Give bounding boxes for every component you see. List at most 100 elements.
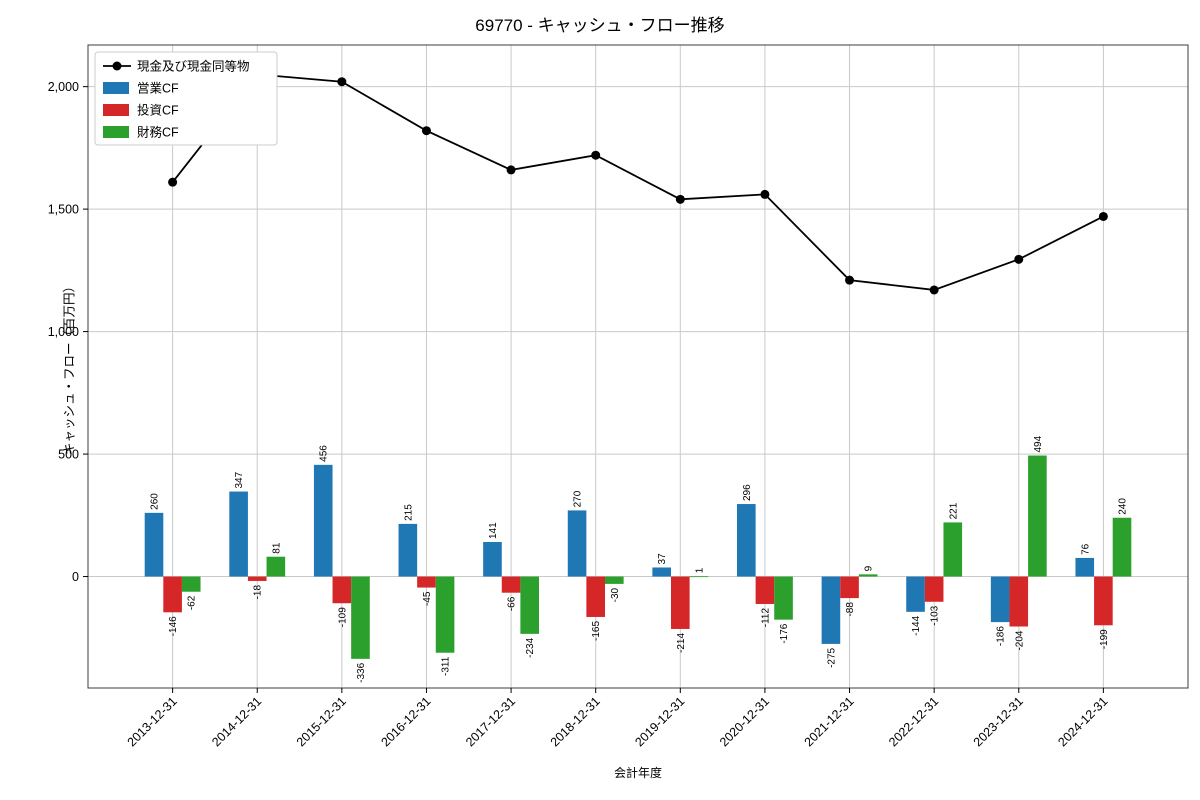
x-tick-label: 2023-12-31 — [971, 694, 1026, 749]
bar-value-label: 9 — [864, 565, 875, 571]
legend-label: 営業CF — [137, 81, 179, 96]
x-axis-label: 会計年度 — [613, 766, 662, 780]
bar-value-label: -30 — [610, 587, 621, 602]
bar — [671, 576, 690, 629]
bar-value-label: 494 — [1033, 435, 1044, 452]
bar-value-label: 81 — [271, 542, 282, 554]
x-tick-label: 2014-12-31 — [209, 694, 264, 749]
bar-value-label: -186 — [996, 626, 1007, 646]
bar-value-label: -204 — [1014, 630, 1025, 650]
bar — [332, 576, 352, 604]
bar-value-label: 215 — [403, 504, 414, 521]
y-tick-label: 0 — [72, 570, 79, 584]
bar-value-label: -45 — [422, 591, 433, 606]
bar-value-label: -199 — [1099, 629, 1110, 649]
cash-line-marker — [1014, 254, 1024, 264]
bar-value-label: -311 — [441, 656, 452, 676]
bar-value-label: 296 — [742, 484, 753, 501]
bar — [435, 576, 455, 653]
bar — [163, 576, 182, 613]
x-tick-label: 2024-12-31 — [1055, 694, 1110, 749]
x-tick-label: 2013-12-31 — [125, 694, 180, 749]
legend-color-swatch — [103, 104, 129, 116]
cash-line-marker — [591, 150, 601, 160]
bar — [943, 522, 963, 577]
bar — [1009, 576, 1029, 627]
plot-frame — [87, 44, 1189, 689]
bar-value-label: 37 — [657, 553, 668, 565]
cash-line-marker — [421, 126, 431, 136]
bar-value-label: -112 — [760, 608, 771, 628]
bar-series: -62 81 -336 -311 -234 -30 1 -176 9 221 494 240 — [181, 435, 1132, 683]
cash-line — [171, 73, 1104, 291]
bar — [586, 576, 605, 617]
x-tick-label: 2017-12-31 — [463, 694, 518, 749]
legend-color-swatch — [103, 82, 129, 94]
bar-series: -146 -18 -109 -45 -66 -165 -214 -112 -88 -103 -204… — [163, 576, 1113, 653]
bar-value-label: 1 — [694, 567, 705, 573]
x-tick-label: 2021-12-31 — [802, 694, 857, 749]
x-tick-label: 2018-12-31 — [548, 694, 603, 749]
x-tick-label: 2019-12-31 — [632, 694, 687, 749]
bar — [144, 512, 164, 577]
legend-label: 現金及び現金同等物 — [137, 59, 250, 74]
chart-title: 69770 - キャッシュ・フロー推移 — [475, 16, 725, 35]
bar-value-label: -144 — [911, 615, 922, 635]
bar — [483, 542, 502, 577]
bar — [398, 523, 418, 577]
cash-line-marker — [845, 275, 855, 285]
bar-value-label: -336 — [356, 662, 367, 682]
bar — [858, 574, 878, 577]
bar — [924, 576, 944, 602]
x-tick-label: 2016-12-31 — [378, 694, 433, 749]
cash-line-marker — [1098, 211, 1108, 221]
bar — [181, 576, 201, 592]
bar-value-label: 221 — [948, 502, 959, 519]
bar-value-label: -109 — [337, 607, 348, 627]
bar — [1028, 455, 1047, 577]
bar-value-label: -146 — [168, 616, 179, 636]
bar — [774, 576, 793, 620]
cash-line-marker — [929, 285, 939, 295]
bar — [605, 576, 624, 584]
bar-value-label: -275 — [826, 647, 837, 667]
legend-line-marker — [112, 61, 122, 71]
legend-label: 投資CF — [137, 103, 179, 118]
bar-value-label: -18 — [253, 585, 264, 600]
bar — [1112, 517, 1132, 577]
bar-value-label: -165 — [591, 621, 602, 641]
y-tick-label: 500 — [58, 448, 79, 462]
bar-value-label: -234 — [525, 637, 536, 657]
bar-value-label: 141 — [488, 522, 499, 539]
x-tick-label: 2020-12-31 — [717, 694, 772, 749]
bar — [417, 576, 436, 588]
bar-value-label: 456 — [319, 445, 330, 462]
cash-line-marker — [675, 194, 685, 204]
bar-series: 260 347 456 215 141 270 37 296 -275 -144 -186 76 — [144, 445, 1095, 668]
x-tick-label: 2015-12-31 — [294, 694, 349, 749]
bar-value-label: -62 — [187, 595, 198, 610]
bar-value-label: -214 — [676, 633, 687, 653]
cash-line-marker — [760, 189, 770, 199]
cash-line-marker — [337, 77, 347, 87]
bar-value-label: 347 — [234, 471, 245, 488]
bar-value-label: 260 — [150, 493, 161, 510]
bar-value-label: -103 — [930, 605, 941, 625]
bar-value-label: -88 — [845, 602, 856, 617]
bar — [821, 576, 841, 644]
bar — [755, 576, 775, 604]
legend-color-swatch — [103, 126, 129, 138]
bar — [266, 556, 286, 577]
bar — [840, 576, 859, 599]
x-tick-label: 2022-12-31 — [886, 694, 941, 749]
bar — [1075, 557, 1095, 577]
y-tick-label: 1,500 — [48, 203, 79, 217]
bar-value-label: -176 — [779, 623, 790, 643]
bar — [1094, 576, 1113, 626]
bar — [737, 504, 756, 577]
bar — [520, 576, 539, 634]
bar — [652, 567, 671, 577]
